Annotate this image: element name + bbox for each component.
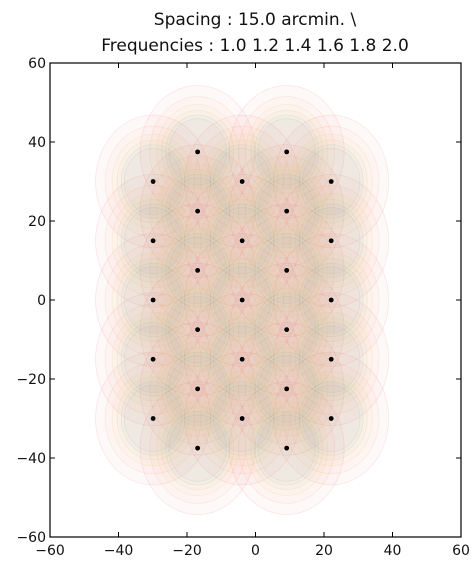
y-tick-label: −60 bbox=[16, 530, 46, 546]
pointing-center bbox=[195, 445, 201, 451]
pointing-center bbox=[195, 267, 201, 273]
y-tick-label: −20 bbox=[16, 372, 46, 388]
y-tick-label: 40 bbox=[28, 135, 46, 151]
pointing-center bbox=[284, 149, 290, 155]
pointing-center bbox=[328, 356, 334, 362]
pointing-center bbox=[284, 208, 290, 214]
pointing-center bbox=[239, 179, 245, 184]
plot-frame bbox=[49, 62, 462, 538]
pointing-center bbox=[239, 356, 245, 362]
pointing-center bbox=[150, 356, 156, 362]
y-tick-label: 20 bbox=[28, 214, 46, 230]
x-tick-label: 60 bbox=[452, 543, 470, 559]
x-tick-label: 20 bbox=[315, 543, 333, 559]
chart-title-line-1: Spacing : 15.0 arcmin. \ bbox=[154, 10, 357, 30]
pointing-center bbox=[150, 179, 156, 184]
y-tick-label: −40 bbox=[16, 451, 46, 467]
pointing-center bbox=[195, 208, 201, 214]
x-tick-label: 0 bbox=[251, 543, 260, 559]
pointing-center bbox=[150, 297, 156, 303]
pointing-center bbox=[328, 416, 334, 421]
x-tick-label: −20 bbox=[172, 543, 202, 559]
x-tick-label: 40 bbox=[384, 543, 402, 559]
axis-ticks: −60 −40 −20 0 20 40 60 −60 −40 −20 0 20 40 60 bbox=[16, 56, 469, 559]
chart-title-line-2: Frequencies : 1.0 1.2 1.4 1.6 1.8 2.0 bbox=[101, 36, 409, 56]
y-tick-label: 0 bbox=[37, 293, 46, 309]
pointing-center bbox=[195, 386, 201, 392]
pointing-center bbox=[328, 238, 334, 244]
pointing-center bbox=[239, 297, 245, 303]
y-tick-label: 60 bbox=[28, 56, 46, 72]
pointing-centers bbox=[150, 149, 334, 451]
pointing-center bbox=[284, 386, 290, 392]
pointing-center bbox=[195, 327, 201, 333]
pointing-center bbox=[150, 416, 156, 421]
pointing-center bbox=[284, 445, 290, 451]
pointing-center bbox=[284, 327, 290, 333]
x-tick-label: −40 bbox=[104, 543, 134, 559]
pointing-center bbox=[239, 416, 245, 421]
pointing-center bbox=[328, 179, 334, 184]
pointing-center bbox=[284, 267, 290, 273]
pointing-center bbox=[239, 238, 245, 244]
plot-area bbox=[50, 63, 461, 537]
x-tick-label: −60 bbox=[35, 543, 65, 559]
pointing-center bbox=[195, 149, 201, 155]
pointing-center bbox=[150, 238, 156, 244]
pointing-center bbox=[328, 297, 334, 303]
